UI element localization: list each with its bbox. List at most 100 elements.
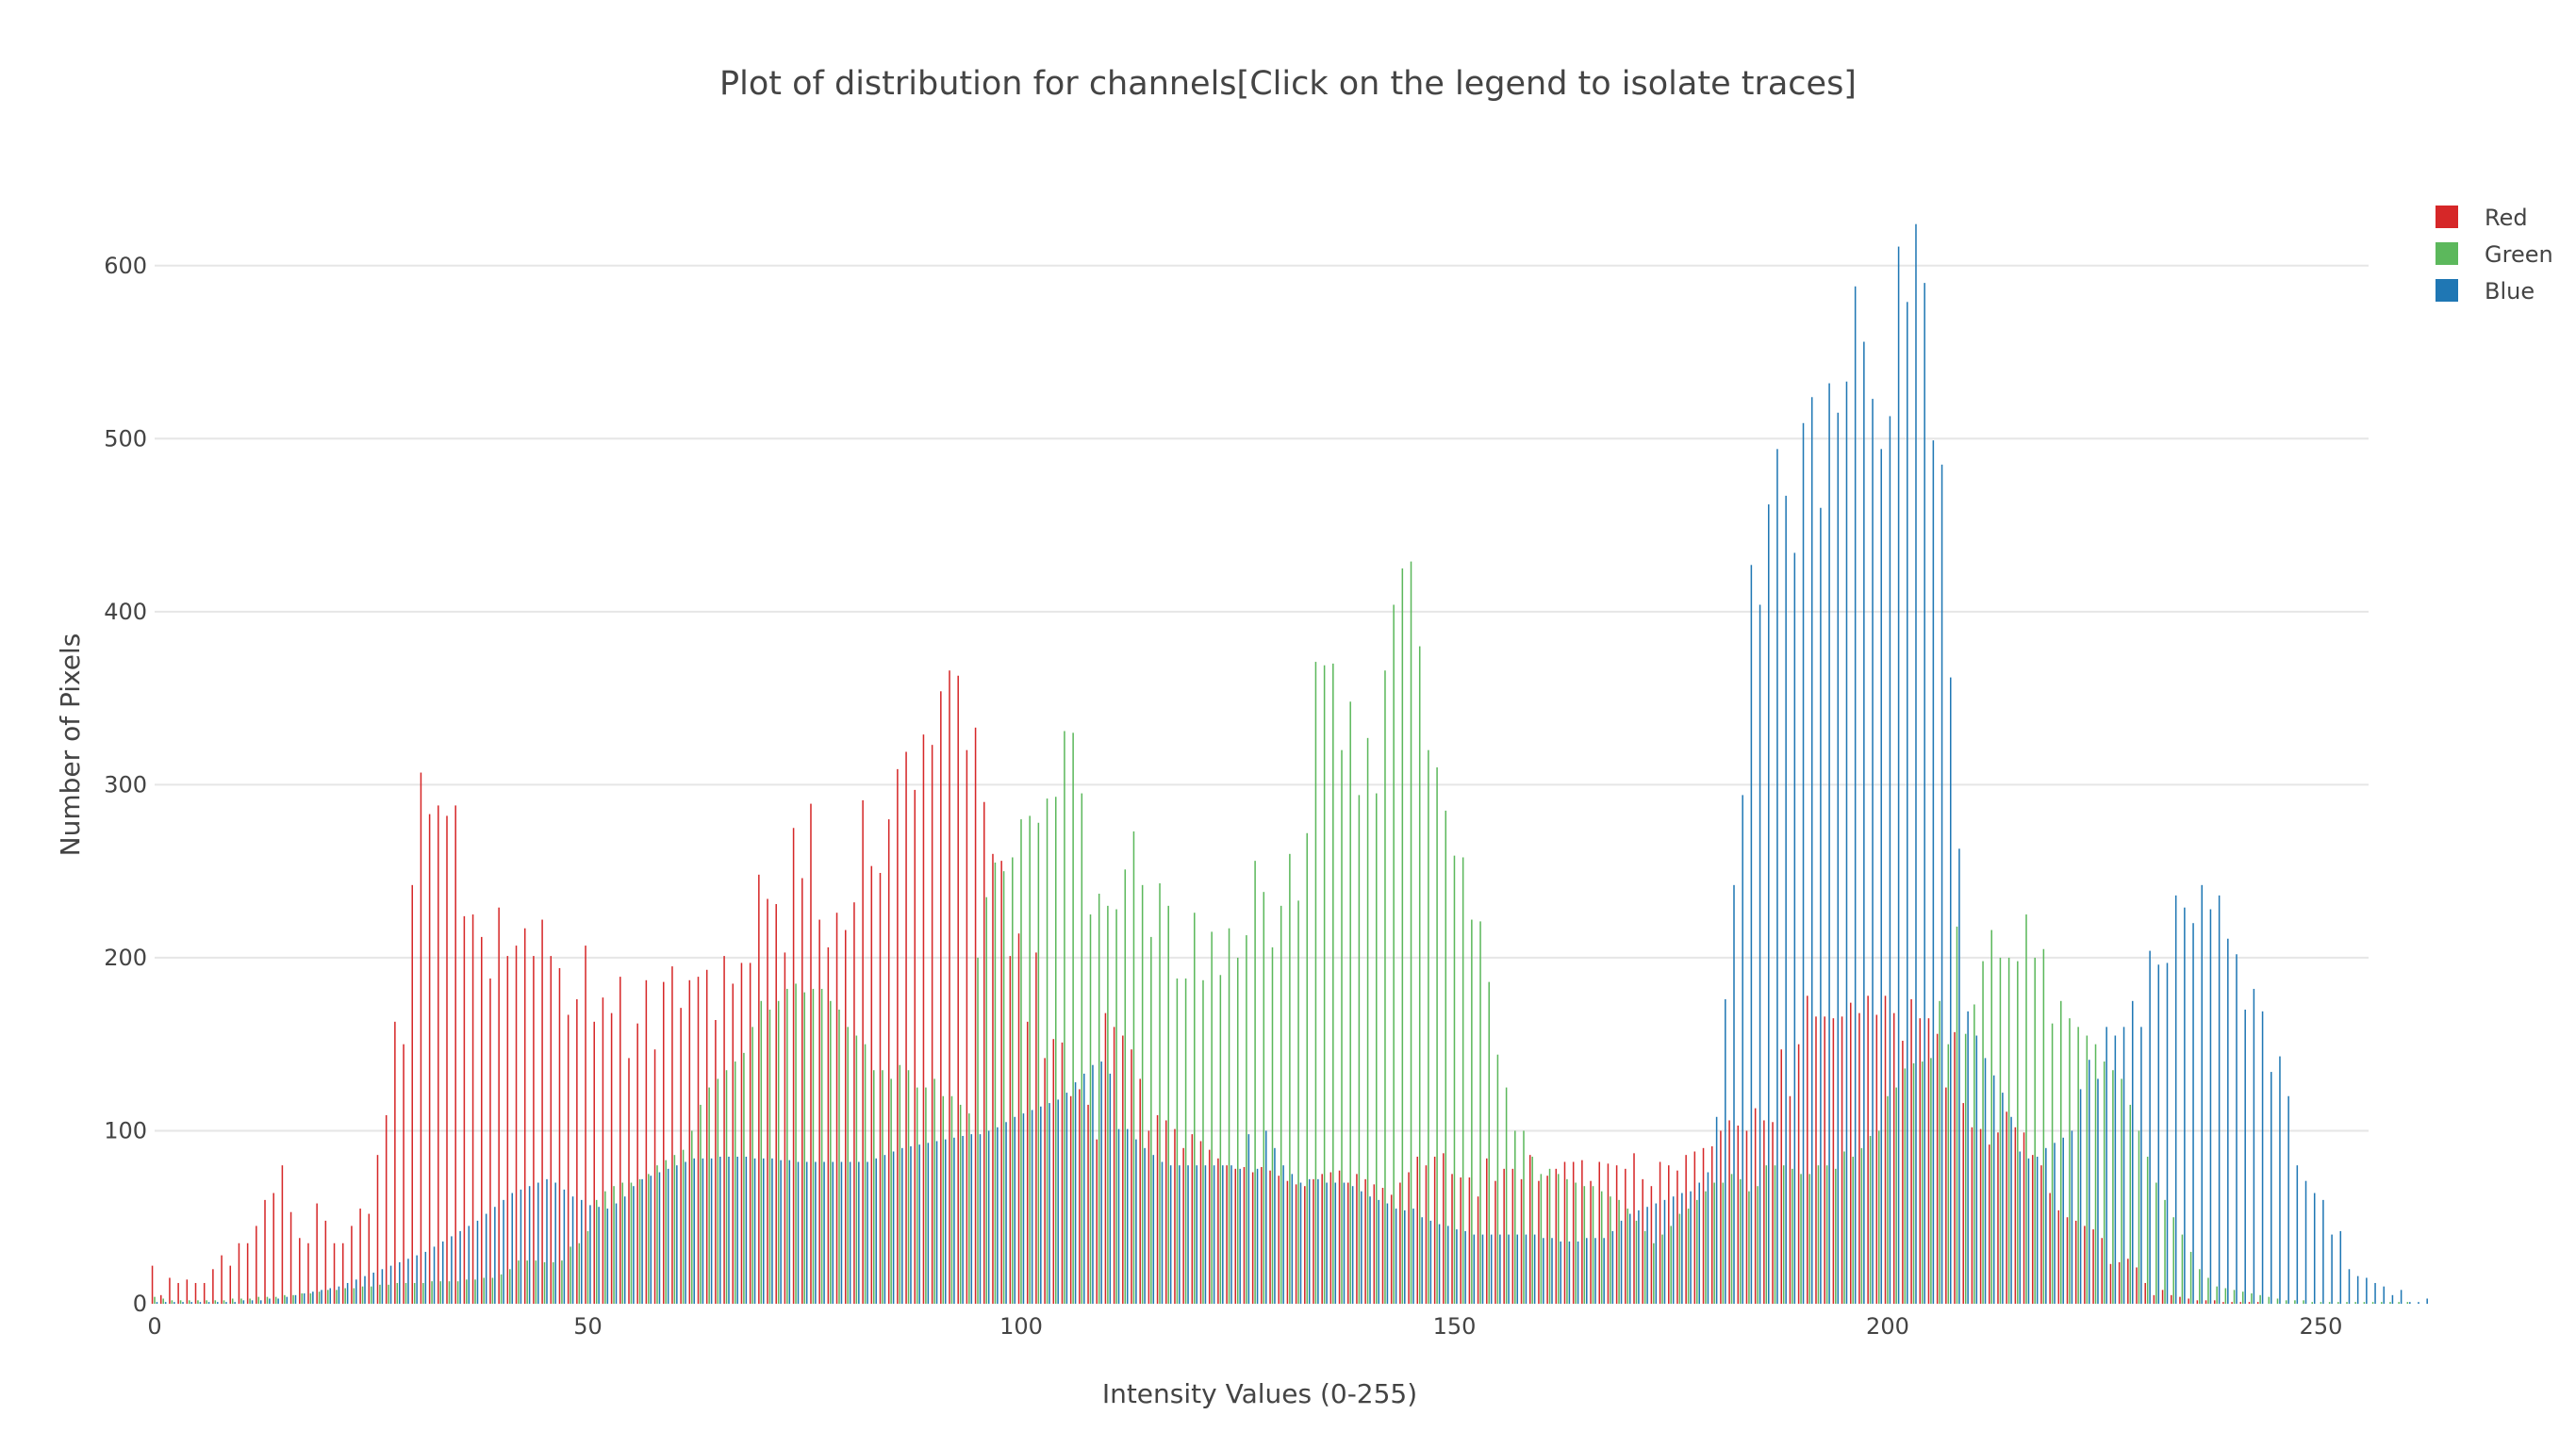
bar-red [2144,1282,2146,1304]
bar-red [1017,933,1020,1304]
bar-green [2276,1298,2279,1304]
bar-red [1668,1165,1670,1304]
bar-green [2216,1286,2218,1304]
bar-green [768,1009,771,1304]
bar-red [1269,1170,1271,1304]
bar-green [2164,1199,2166,1304]
bar-green [2129,1104,2132,1304]
bar-green [1678,1213,1681,1304]
bar-red [1052,1039,1055,1304]
bar-red [2213,1300,2216,1304]
bar-blue [1594,1238,1596,1304]
bar-red [749,963,751,1304]
bar-red [2231,1302,2233,1304]
bar-red [2084,1226,2086,1304]
bar-red [2092,1229,2094,1304]
bar-green [344,1288,346,1304]
bar-red [688,979,691,1304]
bar-blue [2149,950,2151,1304]
bar-red [1945,1087,1947,1304]
bar-red [2204,1300,2207,1304]
bar-blue [2131,1000,2134,1304]
bar-red [2161,1290,2164,1304]
bar-blue [2209,909,2212,1304]
bar-green [864,1044,867,1304]
bar-green [1029,815,1031,1304]
bar-red [1468,1177,1471,1304]
bar-red [2066,1217,2069,1304]
bar-green [1393,604,1395,1304]
bar-blue [641,1178,643,1304]
bar-green [1939,1000,1940,1304]
bar-blue [259,1300,262,1304]
bar-red [289,1211,292,1304]
bar-red [853,902,855,1304]
legend-item-red[interactable]: Red [2436,205,2528,231]
bar-red [662,981,665,1304]
bar-green [1358,795,1361,1304]
bar-green [734,1061,736,1304]
bar-blue [1351,1186,1354,1304]
bar-red [1676,1170,1678,1304]
legend-item-green[interactable]: Green [2436,241,2553,268]
bar-red [446,815,448,1304]
bar-green [604,1191,606,1304]
bar-green [274,1296,277,1304]
bar-red [463,915,466,1304]
bar-blue [2002,1093,2004,1304]
bar-blue [2054,1143,2056,1304]
bar-red [307,1242,309,1304]
bar-blue [1144,1147,1146,1304]
bar-red [1858,1012,1860,1304]
bar-green [2138,1130,2140,1304]
bar-blue [797,1161,800,1304]
bar-blue [997,1127,999,1304]
bar-red [438,805,439,1304]
bar-red [1243,1167,1246,1304]
bar-red [1979,1128,1982,1304]
bar-red [1061,1042,1064,1304]
bar-green [257,1296,260,1304]
bar-blue [537,1182,539,1304]
bar-blue [1707,1172,1709,1304]
bar-red [1295,1184,1297,1304]
bar-red [801,878,803,1304]
bar-red [1148,1130,1150,1304]
bar-blue [1880,449,1882,1304]
bar-red [1338,1170,1341,1304]
bar-green [1341,749,1343,1304]
bar-green [2146,1156,2149,1304]
bar-blue [867,1161,868,1304]
bar-blue [1663,1199,1666,1304]
bar-green [1514,1130,1516,1304]
bar-blue [1577,1241,1579,1304]
bar-green [1349,701,1351,1304]
bar-blue [207,1302,210,1304]
bar-blue [2045,1147,2047,1304]
bar-red [246,1242,249,1304]
bar-blue [2184,907,2186,1304]
bar-blue [736,1156,738,1304]
bar-green [2371,1302,2374,1304]
bar-green [1653,1242,1655,1304]
bar-green [595,1199,598,1304]
bar-blue [2079,1089,2082,1304]
bar-green [1817,1165,1820,1304]
legend-item-blue[interactable]: Blue [2436,278,2535,304]
bar-red [186,1279,189,1304]
bar-green [708,1087,710,1304]
bar-blue [1040,1106,1042,1304]
legend-label: Red [2485,205,2528,231]
bar-green [2224,1288,2227,1304]
bar-red [333,1242,336,1304]
bar-green [1722,1182,1725,1304]
bar-blue [1057,1099,1059,1304]
bar-blue [1907,302,1908,1305]
bar-blue [2331,1234,2333,1304]
bar-green [266,1296,269,1304]
bar-green [1428,749,1429,1304]
bar-red [1720,1130,1722,1304]
bar-blue [1239,1168,1241,1304]
bar-red [1581,1160,1583,1304]
bar-green [1860,1147,1863,1304]
